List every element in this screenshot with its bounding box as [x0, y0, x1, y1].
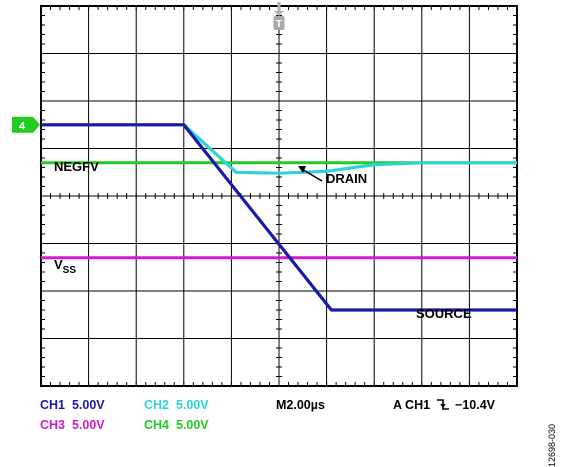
- trigger-level: −10.4V: [455, 398, 495, 412]
- ch2-name: CH2: [144, 398, 170, 412]
- ch2-status: CH2 5.00V: [144, 398, 209, 412]
- ch4-scale: 5.00V: [175, 418, 209, 432]
- trace-source: [41, 123, 517, 312]
- ch4-ground-marker: [12, 116, 40, 133]
- trigger-marker-label: T: [276, 18, 283, 30]
- marker-layer: 4T: [12, 2, 323, 182]
- falling-edge-icon: [436, 399, 449, 410]
- trigger-arrow: [274, 11, 284, 16]
- ch4-name: CH4: [144, 418, 170, 432]
- drain-label: DRAIN: [326, 171, 368, 186]
- ch1-name: CH1: [40, 398, 66, 412]
- vss-label-subscript: SS: [62, 265, 77, 276]
- ch3-name: CH3: [40, 418, 66, 432]
- vss-label: VSS: [54, 257, 76, 276]
- trigger-readout: A CH1 −10.4V: [393, 398, 495, 412]
- ch2-scale: 5.00V: [175, 398, 209, 412]
- ch1-scale: 5.00V: [71, 398, 105, 412]
- ch4-marker-label: 4: [19, 120, 26, 132]
- trigger-source: A CH1: [393, 398, 431, 412]
- source-label: SOURCE: [416, 306, 472, 321]
- timebase-readout: M2.00µs: [276, 398, 325, 412]
- ch4-status: CH4 5.00V: [144, 418, 209, 432]
- grid: [40, 5, 518, 387]
- vss-label-main: V: [54, 257, 63, 272]
- oscilloscope-chart: 4T: [12, 2, 518, 387]
- figure-id: 12698-030: [547, 424, 557, 467]
- ch3-scale: 5.00V: [71, 418, 105, 432]
- ch3-status: CH3 5.00V: [40, 418, 105, 432]
- drain-arrow-head: [298, 166, 306, 173]
- ch1-status: CH1 5.00V: [40, 398, 105, 412]
- trigger-position-marker: [273, 16, 285, 30]
- negfv-label: NEGFV: [54, 159, 99, 174]
